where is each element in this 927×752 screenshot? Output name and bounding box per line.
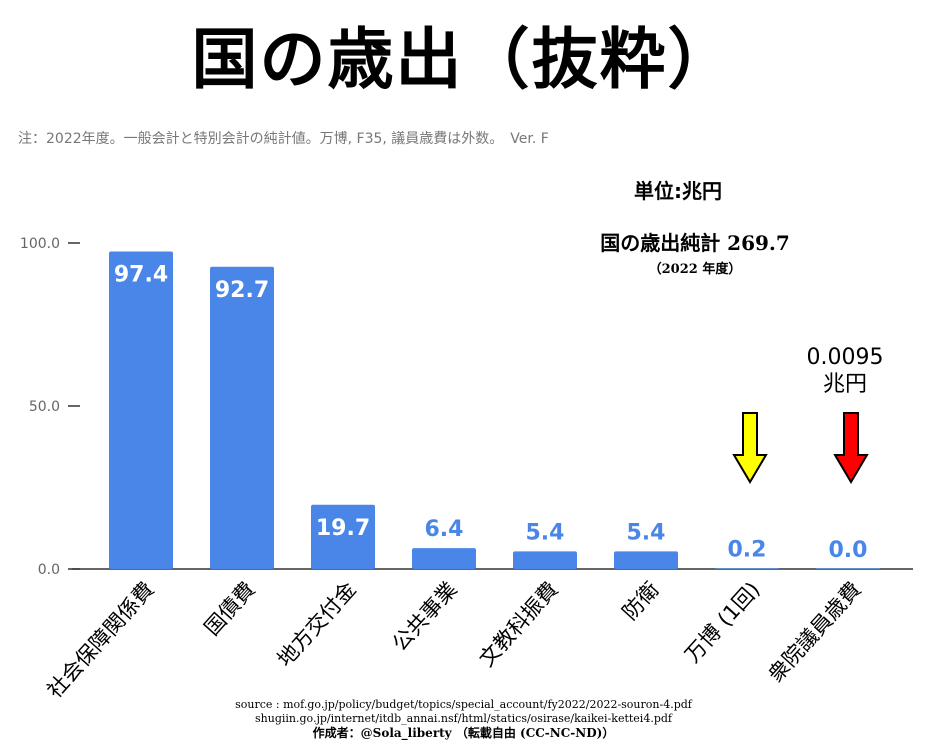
- total-label: 国の歳出純計 269.7: [600, 231, 790, 255]
- yellow-arrow-icon: [732, 412, 768, 484]
- source-credit: 作成者：@Sola_liberty （転載自由 (CC-NC-ND)）: [312, 726, 615, 740]
- category-label: 地方交付金: [273, 577, 361, 671]
- bar-value-label: 19.7: [316, 516, 370, 541]
- source-line-1: source : mof.go.jp/policy/budget/topics/…: [235, 698, 692, 711]
- source-line-2: shugiin.go.jp/internet/itdb_annai.nsf/ht…: [255, 712, 672, 725]
- category-label: 文教科振費: [475, 577, 563, 671]
- page-title: 国の歳出（抜粋）: [191, 21, 736, 98]
- bar: [109, 251, 173, 569]
- bar-value-label: 0.2: [728, 537, 767, 562]
- annotation-box: 0.0095 兆円: [780, 344, 910, 398]
- category-label: 衆院議員歳費: [764, 577, 866, 687]
- bar: [715, 568, 779, 569]
- bar-value-label: 92.7: [215, 278, 269, 303]
- bar: [412, 548, 476, 569]
- category-label: 公共事業: [388, 577, 462, 655]
- category-label: 国債費: [200, 577, 260, 640]
- red-arrow-icon: [833, 412, 869, 484]
- y-tick-label: 50.0: [29, 399, 60, 415]
- annotation-value: 0.0095: [806, 345, 884, 370]
- category-label: 防衛: [618, 577, 664, 624]
- bar: [513, 551, 577, 569]
- bar-value-label: 5.4: [526, 520, 565, 545]
- bar-value-label: 6.4: [425, 517, 464, 542]
- bar: [816, 568, 880, 569]
- category-label: 社会保障関係費: [43, 577, 159, 702]
- bar: [210, 266, 274, 569]
- annotation-unit: 兆円: [822, 372, 867, 397]
- bar-value-label: 97.4: [114, 262, 168, 287]
- source-block: source : mof.go.jp/policy/budget/topics/…: [0, 698, 927, 740]
- bar-value-label: 0.0: [829, 538, 868, 563]
- y-tick-label: 100.0: [20, 236, 60, 252]
- category-label: 万博 (1回): [680, 577, 764, 667]
- total-box: 国の歳出純計 269.7 （2022 年度）: [580, 227, 810, 277]
- bar: [614, 551, 678, 569]
- bar: [311, 504, 375, 569]
- total-year: （2022 年度）: [648, 262, 742, 277]
- bar-value-label: 5.4: [627, 520, 666, 545]
- y-tick-label: 0.0: [38, 562, 60, 578]
- chart-note: 注：2022年度。一般会計と特別会計の純計値。万博, F35, 議員歳費は外数。…: [18, 131, 549, 147]
- unit-label: 単位:兆円: [634, 179, 722, 203]
